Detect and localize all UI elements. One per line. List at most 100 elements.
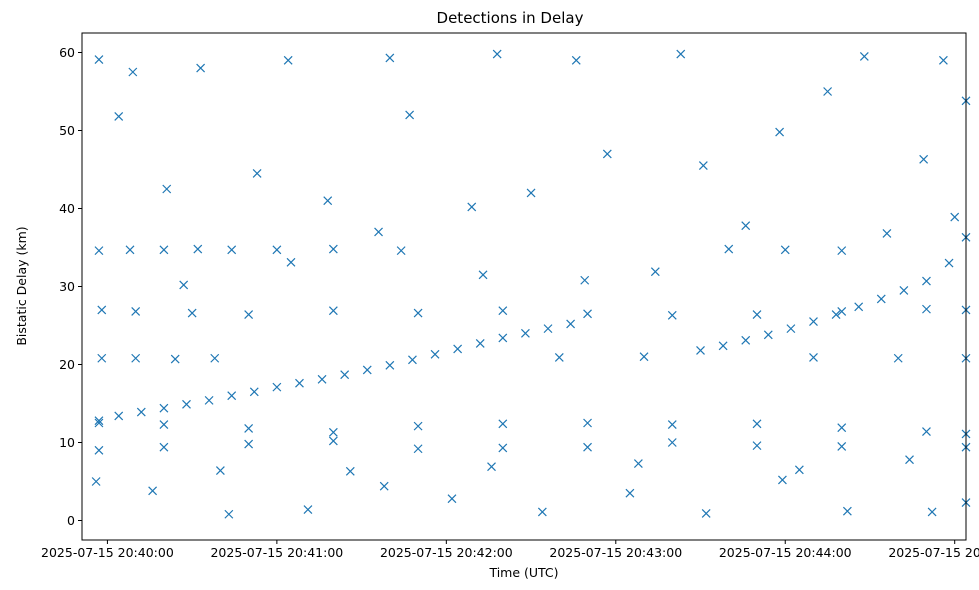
data-point bbox=[249, 387, 259, 397]
data-point bbox=[114, 112, 124, 121]
data-point bbox=[128, 67, 138, 77]
data-point bbox=[286, 257, 296, 267]
data-point bbox=[919, 154, 929, 164]
data-point bbox=[859, 51, 869, 61]
data-point bbox=[667, 438, 677, 447]
data-point bbox=[922, 427, 931, 437]
data-point bbox=[453, 344, 463, 354]
data-point bbox=[187, 308, 197, 318]
data-point bbox=[328, 427, 338, 437]
data-point bbox=[114, 411, 124, 421]
data-point bbox=[328, 306, 338, 316]
data-point bbox=[362, 365, 372, 375]
data-point bbox=[252, 168, 262, 178]
data-point bbox=[676, 49, 686, 59]
data-point bbox=[272, 245, 282, 255]
data-point bbox=[272, 382, 282, 392]
data-point bbox=[639, 352, 649, 362]
data-point bbox=[498, 419, 508, 429]
data-point bbox=[447, 494, 457, 504]
y-tick-label: 40 bbox=[59, 201, 75, 216]
data-point bbox=[667, 310, 677, 320]
data-point bbox=[303, 505, 313, 515]
data-point bbox=[752, 441, 762, 451]
data-point bbox=[724, 244, 734, 254]
data-point bbox=[97, 305, 107, 315]
data-point bbox=[580, 275, 590, 285]
data-point bbox=[741, 221, 751, 231]
data-point bbox=[91, 477, 101, 486]
data-point bbox=[696, 346, 705, 355]
data-point bbox=[385, 360, 395, 370]
x-axis-title: Time (UTC) bbox=[488, 565, 558, 580]
data-point bbox=[752, 419, 762, 429]
data-point bbox=[927, 507, 937, 517]
data-point bbox=[159, 245, 169, 255]
data-point bbox=[650, 267, 660, 277]
data-point bbox=[413, 308, 423, 318]
data-point bbox=[566, 319, 576, 329]
data-point bbox=[487, 462, 496, 472]
data-point bbox=[498, 333, 508, 343]
data-point bbox=[408, 355, 417, 365]
data-point bbox=[413, 421, 423, 431]
data-point bbox=[633, 459, 643, 468]
data-point bbox=[893, 353, 903, 363]
data-point bbox=[718, 341, 728, 351]
data-point bbox=[780, 245, 790, 255]
data-point bbox=[478, 270, 488, 280]
data-point bbox=[667, 420, 677, 429]
data-point bbox=[244, 310, 254, 320]
data-point bbox=[215, 466, 225, 476]
data-point bbox=[809, 317, 818, 327]
data-point bbox=[809, 353, 818, 362]
x-tick-label: 2025-07-15 20:42:00 bbox=[380, 545, 513, 560]
data-point bbox=[323, 196, 333, 206]
data-point bbox=[159, 442, 169, 452]
data-point bbox=[94, 418, 104, 428]
data-point bbox=[131, 353, 141, 363]
data-points bbox=[91, 49, 971, 519]
data-point bbox=[837, 441, 847, 451]
data-point bbox=[950, 212, 960, 222]
data-point bbox=[467, 202, 477, 212]
plot-frame bbox=[81, 32, 967, 541]
data-point bbox=[554, 353, 564, 362]
data-point bbox=[94, 416, 104, 426]
data-point bbox=[475, 339, 485, 348]
data-point bbox=[97, 353, 107, 363]
data-point bbox=[837, 246, 847, 256]
data-point bbox=[295, 378, 304, 388]
data-point bbox=[94, 445, 104, 455]
y-axis-title: Bistatic Delay (km) bbox=[14, 226, 29, 345]
data-point bbox=[823, 87, 833, 96]
data-point bbox=[698, 161, 708, 171]
x-tick-label: 2025-07-15 20:45:00 bbox=[888, 545, 979, 560]
data-point bbox=[182, 399, 191, 409]
data-point bbox=[227, 245, 237, 255]
data-point bbox=[196, 63, 206, 73]
data-point bbox=[571, 55, 581, 65]
data-point bbox=[899, 285, 909, 295]
data-point bbox=[583, 309, 592, 319]
data-point bbox=[492, 49, 502, 59]
data-point bbox=[162, 184, 172, 194]
data-point bbox=[224, 509, 234, 519]
data-point bbox=[340, 370, 350, 380]
data-point bbox=[837, 307, 847, 316]
data-point bbox=[922, 276, 931, 286]
chart-title: Detections in Delay bbox=[437, 9, 584, 27]
data-point bbox=[328, 244, 338, 254]
data-point bbox=[317, 374, 327, 384]
data-point bbox=[227, 391, 237, 401]
data-point bbox=[775, 127, 785, 137]
y-tick-label: 60 bbox=[59, 45, 75, 60]
data-point bbox=[794, 465, 804, 475]
data-point bbox=[374, 227, 383, 237]
data-point bbox=[136, 407, 146, 417]
data-point bbox=[842, 506, 852, 516]
data-point bbox=[244, 439, 254, 449]
data-point bbox=[922, 304, 931, 314]
y-tick-label: 30 bbox=[59, 279, 75, 294]
data-point bbox=[204, 395, 214, 405]
